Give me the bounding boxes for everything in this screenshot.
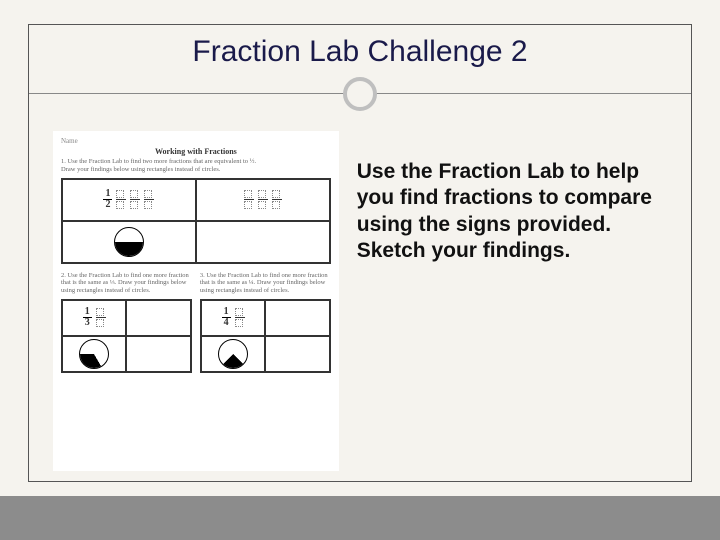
- empty-fraction-box: [235, 308, 245, 327]
- instruction-panel: Use the Fraction Lab to help you find fr…: [347, 125, 691, 481]
- grid2-cell-circle: [62, 336, 126, 372]
- worksheet-name-label: Name: [61, 137, 331, 145]
- divider-circle-icon: [343, 77, 377, 111]
- grid1-cell-circle: [62, 221, 196, 263]
- empty-fraction-box: [272, 190, 282, 209]
- worksheet-prompt-2: 2. Use the Fraction Lab to find one more…: [61, 272, 192, 295]
- empty-fraction-box: [96, 308, 106, 327]
- worksheet-col-3: 3. Use the Fraction Lab to find one more…: [200, 272, 331, 373]
- content-area: Name Working with Fractions 1. Use the F…: [29, 125, 691, 481]
- instruction-text: Use the Fraction Lab to help you find fr…: [357, 159, 667, 264]
- grid2-cell-fraction: 1 3: [62, 300, 126, 336]
- empty-fraction-box: [244, 190, 254, 209]
- empty-fraction-box: [116, 190, 126, 209]
- circle-third-icon: [79, 339, 109, 369]
- worksheet-page: Name Working with Fractions 1. Use the F…: [53, 131, 339, 471]
- worksheet-prompt-3: 3. Use the Fraction Lab to find one more…: [200, 272, 331, 295]
- grid1-cell-fraction: 1 2: [62, 179, 196, 221]
- worksheet-grid-2: 1 3: [61, 299, 192, 373]
- slide-frame: Fraction Lab Challenge 2 Name Working wi…: [28, 24, 692, 482]
- circle-quarter-icon: [218, 339, 248, 369]
- fraction-1-3: 1 3: [83, 307, 92, 328]
- grid3-cell-empty: [265, 300, 329, 336]
- grid3-cell-circle: [201, 336, 265, 372]
- fraction-1-2: 1 2: [103, 189, 112, 210]
- worksheet-prompt-1b: Draw your findings below using rectangle…: [61, 166, 331, 174]
- empty-fraction-box: [258, 190, 268, 209]
- divider: [29, 75, 691, 115]
- worksheet-thumbnail: Name Working with Fractions 1. Use the F…: [29, 125, 347, 481]
- grid2-cell-blank: [126, 336, 190, 372]
- grid3-cell-blank: [265, 336, 329, 372]
- grid1-cell-blank: [196, 221, 330, 263]
- grid3-cell-fraction: 1 4: [201, 300, 265, 336]
- worksheet-grid-1: 1 2: [61, 178, 331, 264]
- slide-title: Fraction Lab Challenge 2: [29, 25, 691, 75]
- worksheet-prompt-1: 1. Use the Fraction Lab to find two more…: [61, 158, 331, 166]
- worksheet-grid-3: 1 4: [200, 299, 331, 373]
- grid1-cell-empty: [196, 179, 330, 221]
- fraction-1-4: 1 4: [222, 307, 231, 328]
- worksheet-title: Working with Fractions: [61, 147, 331, 156]
- grid2-cell-empty: [126, 300, 190, 336]
- empty-fraction-box: [144, 190, 154, 209]
- bottom-band: [0, 496, 720, 540]
- empty-fraction-box: [130, 190, 140, 209]
- worksheet-col-2: 2. Use the Fraction Lab to find one more…: [61, 272, 192, 373]
- circle-half-icon: [114, 227, 144, 257]
- worksheet-bottom-row: 2. Use the Fraction Lab to find one more…: [61, 272, 331, 373]
